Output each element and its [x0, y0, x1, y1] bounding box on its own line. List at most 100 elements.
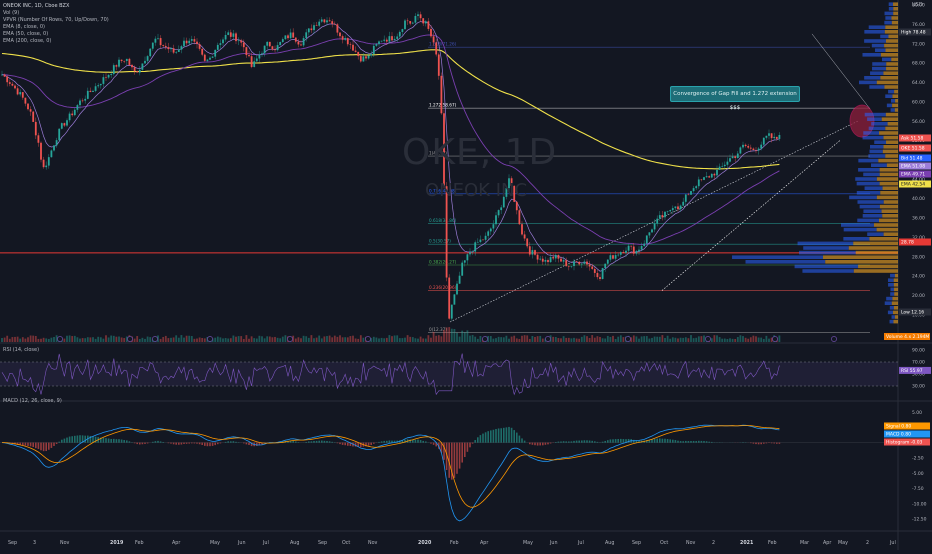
volume-bar	[534, 337, 536, 342]
time-axis-label: Nov	[686, 540, 696, 546]
candle-body	[40, 143, 42, 160]
candle-body	[43, 160, 45, 167]
volume-bar	[526, 335, 528, 342]
candle-body	[147, 56, 149, 61]
macd-histogram-bar	[750, 443, 752, 444]
time-axis-label: Nov	[368, 540, 378, 546]
candle-body	[503, 197, 505, 208]
vpvr-down-bar	[892, 297, 898, 301]
vpvr-down-bar	[874, 223, 898, 227]
candle-body	[758, 149, 760, 151]
macd-histogram-bar	[597, 442, 599, 443]
macd-pane-title[interactable]: MACD (12, 26, close, 9)	[3, 398, 62, 404]
vpvr-down-bar	[880, 168, 898, 172]
volume-bar	[259, 336, 261, 342]
candle-body	[584, 262, 586, 264]
macd-histogram-bar	[386, 441, 388, 443]
candle-body	[708, 176, 710, 177]
volume-bar	[558, 338, 560, 342]
vpvr-down-bar	[883, 145, 898, 149]
macd-histogram-bar	[58, 442, 60, 443]
legend-vol[interactable]: Vol (9)	[3, 10, 109, 17]
vpvr-up-bar	[875, 48, 885, 52]
rsi-pane-title[interactable]: RSI (14, close)	[3, 347, 39, 353]
vpvr-up-bar	[890, 306, 894, 310]
volume-bar	[461, 331, 463, 342]
candle-body	[207, 60, 209, 61]
macd-histogram-bar	[753, 443, 755, 444]
candle-body	[493, 224, 495, 228]
axis-badge-text: Low 12.16	[901, 310, 924, 316]
volume-bar	[331, 337, 333, 342]
time-axis-label: Nov	[60, 540, 70, 546]
price-tick-label: 76.00	[912, 22, 925, 28]
candle-body	[152, 43, 154, 49]
vpvr-down-bar	[894, 288, 898, 292]
macd-histogram-bar	[175, 443, 177, 445]
volume-bar	[376, 338, 378, 342]
macd-histogram-bar	[79, 435, 81, 442]
volume-bar	[220, 337, 222, 342]
vpvr-down-bar	[880, 191, 898, 195]
volume-bar	[651, 338, 653, 342]
macd-histogram-bar	[511, 428, 513, 443]
candle-body	[597, 273, 599, 277]
vpvr-down-bar	[894, 306, 898, 310]
legend-ema8[interactable]: EMA (8, close, 0)	[3, 24, 109, 31]
price-tick-label: 20.00	[912, 293, 925, 299]
vpvr-up-bar	[885, 12, 894, 16]
volume-bar	[420, 337, 422, 342]
volume-bar	[399, 338, 401, 342]
vpvr-down-bar	[886, 67, 898, 71]
volume-bar	[391, 336, 393, 342]
candle-body	[321, 19, 323, 21]
vpvr-down-bar	[888, 122, 898, 126]
macd-histogram-bar	[547, 443, 549, 445]
currency-label[interactable]: USD	[912, 2, 923, 8]
macd-histogram-bar	[779, 443, 781, 444]
macd-histogram-bar	[147, 443, 149, 444]
volume-bar	[568, 338, 570, 342]
candle-body	[703, 177, 705, 180]
candle-body	[178, 50, 180, 52]
macd-histogram-bar	[620, 439, 622, 443]
macd-histogram-bar	[755, 443, 757, 444]
volume-bar	[318, 336, 320, 342]
vpvr-down-bar	[885, 127, 898, 131]
volume-bar	[274, 337, 276, 342]
volume-bar	[524, 335, 526, 342]
annotation-callout[interactable]: Convergence of Gap Fill and 1.272 extens…	[670, 86, 800, 102]
macd-histogram-bar	[560, 441, 562, 442]
fib-level-label: 0.382(26.27)	[429, 260, 457, 265]
volume-bar	[623, 337, 625, 342]
macd-histogram-bar	[500, 428, 502, 442]
chart-title[interactable]: ONEOK INC, 1D, Cboe BZX	[3, 3, 109, 10]
volume-bar	[363, 338, 365, 342]
candle-body	[623, 252, 625, 253]
volume-bar	[386, 338, 388, 342]
macd-histogram-bar	[485, 432, 487, 442]
volume-bar	[695, 338, 697, 342]
fib-level-label: 0.5(30.57)	[429, 239, 451, 244]
candle-body	[467, 254, 469, 260]
macd-histogram-bar	[433, 443, 435, 445]
candle-body	[285, 35, 287, 39]
macd-histogram-bar	[773, 443, 775, 444]
legend-ema50[interactable]: EMA (50, close, 0)	[3, 31, 109, 38]
volume-bar	[347, 337, 349, 342]
legend-ema200[interactable]: EMA (200, close, 0)	[3, 38, 109, 45]
volume-bar	[742, 336, 744, 342]
dividend-marker	[207, 336, 212, 341]
macd-histogram-bar	[495, 429, 497, 443]
volume-bar	[373, 337, 375, 342]
volume-bar	[227, 339, 229, 342]
vpvr-down-bar	[877, 228, 898, 232]
legend-vpvr[interactable]: VPVR (Number Of Rows, 70, Up/Down, 70)	[3, 17, 109, 24]
candle-body	[173, 48, 175, 52]
time-axis-label: Sep	[8, 540, 17, 546]
candle-body	[654, 224, 656, 230]
volume-bar	[344, 337, 346, 342]
macd-histogram-bar	[680, 441, 682, 443]
